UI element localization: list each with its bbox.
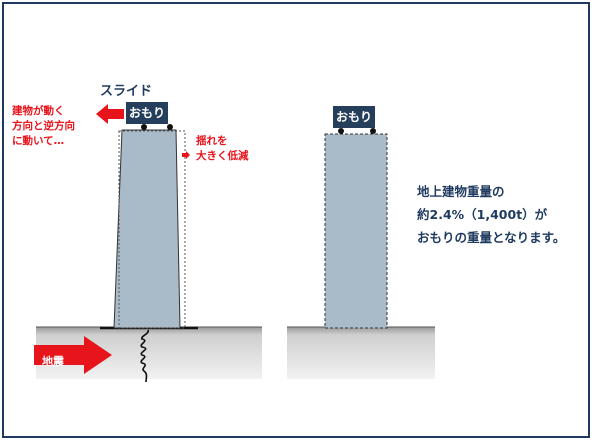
building-moves-line-3: に動いて… (12, 135, 65, 147)
weight-wheel-right-b (370, 128, 376, 134)
building-moves-label: 建物が動く 方向と逆方向 に動いて… (12, 104, 75, 149)
earthquake-arrow (34, 336, 112, 374)
building-moves-arrow (96, 104, 124, 124)
seismic-spring (140, 329, 150, 383)
ground-right (287, 327, 435, 379)
building-moves-line-2: 方向と逆方向 (12, 120, 75, 132)
weight-block-right: おもり (333, 106, 375, 128)
weight-description: 地上建物重量の 約2.4%（1,400t）が おもりの重量となります。 (417, 180, 565, 249)
building-moves-line-1: 建物が動く (12, 105, 65, 117)
building-original-outline (118, 130, 186, 329)
earthquake-label: 地震 (42, 355, 64, 368)
building-swaying (113, 129, 181, 329)
reduce-shaking-arrow (182, 151, 190, 159)
weight-wheel-left-b (167, 124, 173, 130)
weight-description-line-3: おもりの重量となります。 (417, 230, 566, 245)
slide-label: スライド (100, 84, 153, 99)
weight-description-line-2: 約2.4%（1,400t）が (417, 207, 548, 222)
weight-wheel-left-a (141, 124, 147, 130)
weight-block-left: おもり (126, 102, 168, 124)
weight-description-line-1: 地上建物重量の (417, 184, 505, 199)
reduce-shaking-line-1: 揺れを (196, 135, 228, 147)
weight-wheel-right-a (338, 128, 344, 134)
reduce-shaking-label: 揺れを 大きく低減 (196, 134, 249, 164)
building-rest (324, 133, 388, 329)
reduce-shaking-line-2: 大きく低減 (196, 150, 249, 162)
